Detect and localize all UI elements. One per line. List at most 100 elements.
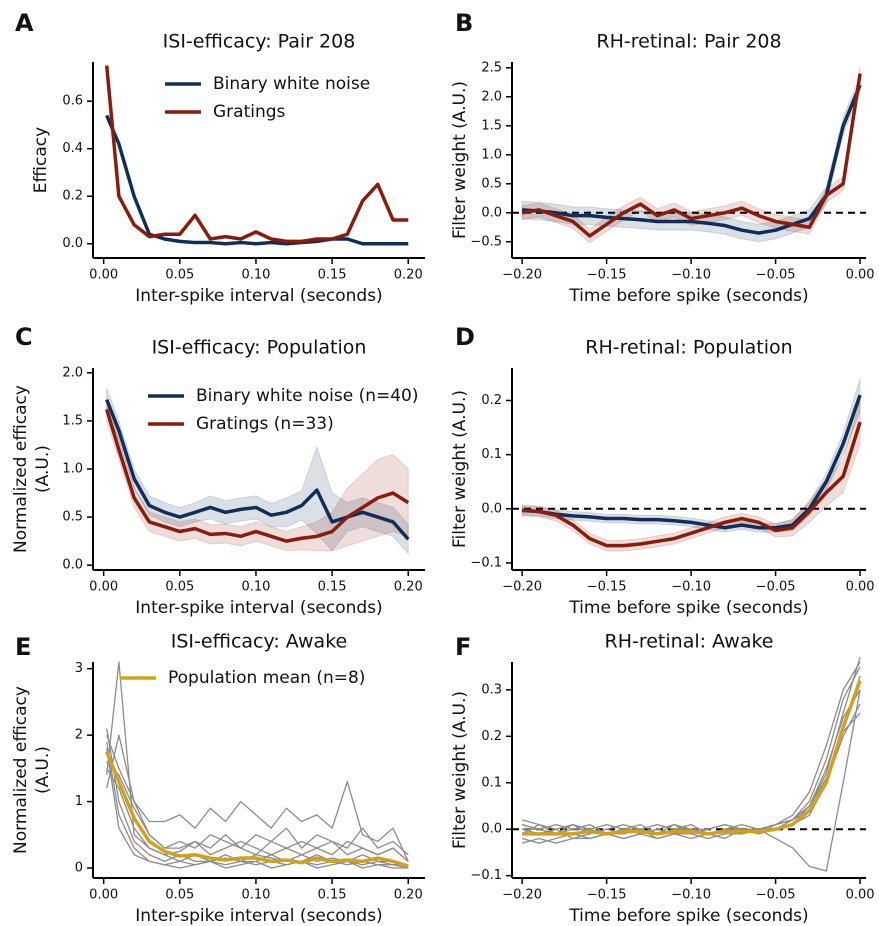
series-line — [521, 689, 861, 872]
error-band — [106, 397, 409, 552]
x-tick-label: 0.20 — [394, 888, 423, 903]
x-tick-label: 0.00 — [846, 580, 875, 595]
y-tick-label: 0.3 — [481, 682, 502, 697]
x-axis-label: Inter-spike interval (seconds) — [135, 598, 382, 618]
series-line — [106, 734, 409, 862]
panel-label: B — [455, 9, 473, 37]
x-tick-label: 0.05 — [165, 268, 194, 283]
x-tick-label: −0.15 — [587, 580, 627, 595]
chart-title: RH-retinal: Pair 208 — [596, 31, 781, 53]
y-tick-label: 0.0 — [62, 558, 83, 573]
series-line — [105, 751, 409, 868]
y-axis-label: (A.U.) — [33, 445, 53, 493]
series-line — [106, 661, 409, 862]
error-band — [106, 388, 409, 555]
y-tick-label: 0.5 — [62, 510, 83, 525]
y-tick-label: 0.1 — [481, 447, 502, 462]
y-tick-label: 2.5 — [481, 60, 502, 75]
error-band — [521, 400, 861, 552]
x-tick-label: −0.15 — [587, 888, 627, 903]
series-line — [106, 767, 409, 866]
x-tick-label: −0.10 — [671, 888, 711, 903]
x-tick-label: 0.20 — [394, 268, 423, 283]
legend-label: Population mean (n=8) — [168, 668, 365, 688]
y-tick-label: −0.1 — [470, 868, 502, 883]
y-tick-label: 2 — [75, 728, 83, 743]
y-tick-label: 0.2 — [481, 729, 502, 744]
legend-label: Binary white noise (n=40) — [196, 386, 419, 406]
y-tick-label: 1 — [75, 794, 83, 809]
series-line — [521, 73, 862, 238]
x-tick-label: −0.05 — [756, 268, 796, 283]
y-tick-label: 0 — [75, 861, 83, 876]
y-tick-label: 0.5 — [481, 176, 502, 191]
legend-label: Binary white noise — [213, 74, 370, 94]
x-tick-label: 0.15 — [318, 580, 347, 595]
y-tick-label: 0.2 — [481, 393, 502, 408]
series-line — [105, 114, 409, 246]
y-tick-label: 2.0 — [481, 89, 502, 104]
series-line — [522, 679, 862, 836]
y-axis-label: Filter weight (A.U.) — [450, 390, 470, 548]
x-tick-label: −0.15 — [587, 268, 627, 283]
x-tick-label: −0.10 — [671, 268, 711, 283]
x-axis-label: Time before spike (seconds) — [568, 598, 808, 618]
series-line — [105, 399, 410, 541]
y-tick-label: 1.5 — [481, 118, 502, 133]
x-axis-label: Inter-spike interval (seconds) — [135, 286, 382, 306]
y-tick-label: 1.0 — [481, 147, 502, 162]
series-line — [105, 408, 410, 543]
y-tick-label: 0.2 — [62, 189, 83, 204]
y-axis-label: Normalized efficacy — [11, 385, 31, 553]
x-tick-label: 0.00 — [89, 268, 118, 283]
panel-label: E — [15, 633, 31, 661]
y-tick-label: 0.0 — [481, 501, 502, 516]
chart-title: ISI-efficacy: Population — [152, 337, 367, 359]
legend-label: Gratings (n=33) — [196, 414, 334, 434]
y-axis-label: Filter weight (A.U.) — [450, 81, 470, 239]
y-tick-label: 1.5 — [62, 413, 83, 428]
x-tick-label: 0.00 — [89, 580, 118, 595]
series-line — [521, 712, 861, 830]
x-axis-label: Inter-spike interval (seconds) — [135, 906, 382, 926]
chart-title: ISI-efficacy: Pair 208 — [163, 31, 356, 53]
series-line — [106, 761, 409, 862]
series-line — [521, 666, 861, 844]
series-line — [106, 728, 409, 869]
y-axis-label: Filter weight (A.U.) — [450, 691, 470, 849]
panel-label: A — [15, 9, 34, 37]
panel-label: D — [455, 323, 475, 351]
x-tick-label: 0.00 — [846, 888, 875, 903]
series-line — [522, 421, 862, 548]
x-tick-label: −0.20 — [502, 268, 542, 283]
x-tick-label: 0.05 — [165, 580, 194, 595]
x-tick-label: 0.05 — [165, 888, 194, 903]
x-tick-label: −0.05 — [756, 580, 796, 595]
chart-title: RH-retinal: Awake — [605, 631, 774, 653]
x-axis-label: Time before spike (seconds) — [568, 286, 808, 306]
series-line — [522, 394, 862, 530]
series-line — [106, 748, 409, 869]
y-axis-label: Efficacy — [31, 127, 51, 193]
panel-label: C — [15, 323, 33, 351]
series-line — [521, 675, 861, 840]
y-tick-label: 0.4 — [62, 141, 83, 156]
legend-label: Gratings — [213, 102, 286, 122]
x-axis-label: Time before spike (seconds) — [568, 906, 808, 926]
x-tick-label: 0.00 — [89, 888, 118, 903]
y-tick-label: 0.0 — [481, 822, 502, 837]
chart-title: RH-retinal: Population — [585, 337, 792, 359]
y-tick-label: 3 — [75, 661, 83, 676]
x-tick-label: −0.05 — [756, 888, 796, 903]
y-tick-label: 2.0 — [62, 365, 83, 380]
x-tick-label: −0.10 — [671, 580, 711, 595]
y-tick-label: −0.1 — [470, 555, 502, 570]
chart-title: ISI-efficacy: Awake — [171, 631, 347, 653]
y-axis-label: Normalized efficacy — [11, 686, 31, 854]
y-tick-label: 0.6 — [62, 94, 83, 109]
y-tick-label: 0.0 — [481, 205, 502, 220]
y-tick-label: 0.1 — [481, 775, 502, 790]
x-tick-label: 0.20 — [394, 580, 423, 595]
x-tick-label: −0.20 — [502, 888, 542, 903]
x-tick-label: 0.10 — [241, 268, 270, 283]
